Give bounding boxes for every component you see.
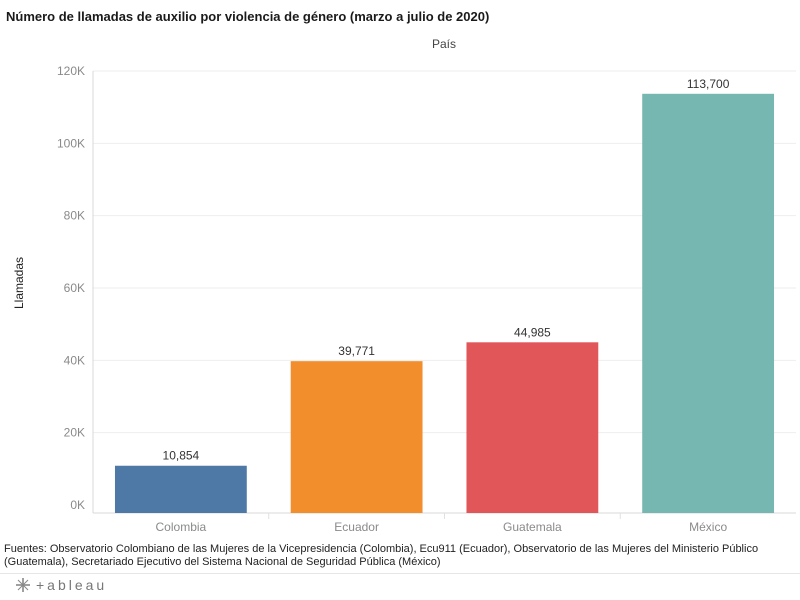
y-tick-label: 20K [64,426,85,440]
chart-title: Número de llamadas de auxilio por violen… [6,9,490,24]
y-tick-label: 80K [64,209,85,223]
sources-note: Fuentes: Observatorio Colombiano de las … [4,543,759,568]
y-tick-label: 100K [57,136,85,150]
tableau-brand-text: +ableau [36,577,108,593]
column-header: País [432,37,457,51]
x-tick-label: México [689,520,727,534]
tableau-logo[interactable]: +ableau [16,577,107,593]
data-label: 10,854 [163,449,200,463]
footer-divider [0,573,800,574]
x-tick-label: Guatemala [503,520,562,534]
y-tick-label: 120K [57,64,85,78]
y-tick-label: 40K [64,353,85,367]
bar-colombia [114,465,247,513]
bar-mexico [642,93,775,513]
y-tick-label: 60K [64,281,85,295]
y-tick-label: 0K [70,498,85,512]
x-tick-label: Ecuador [334,520,379,534]
bar-chart: 0K 20K 40K 60K 80K 100K 120K 10,854 Colombia 39,7… [57,64,796,534]
tableau-logo-icon [16,578,30,592]
data-label: 39,771 [338,344,375,358]
data-label: 44,985 [514,325,551,339]
bar-guatemala [466,342,599,513]
data-label: 113,700 [687,77,730,91]
x-tick-label: Colombia [156,520,207,534]
bar-ecuador [290,361,423,513]
